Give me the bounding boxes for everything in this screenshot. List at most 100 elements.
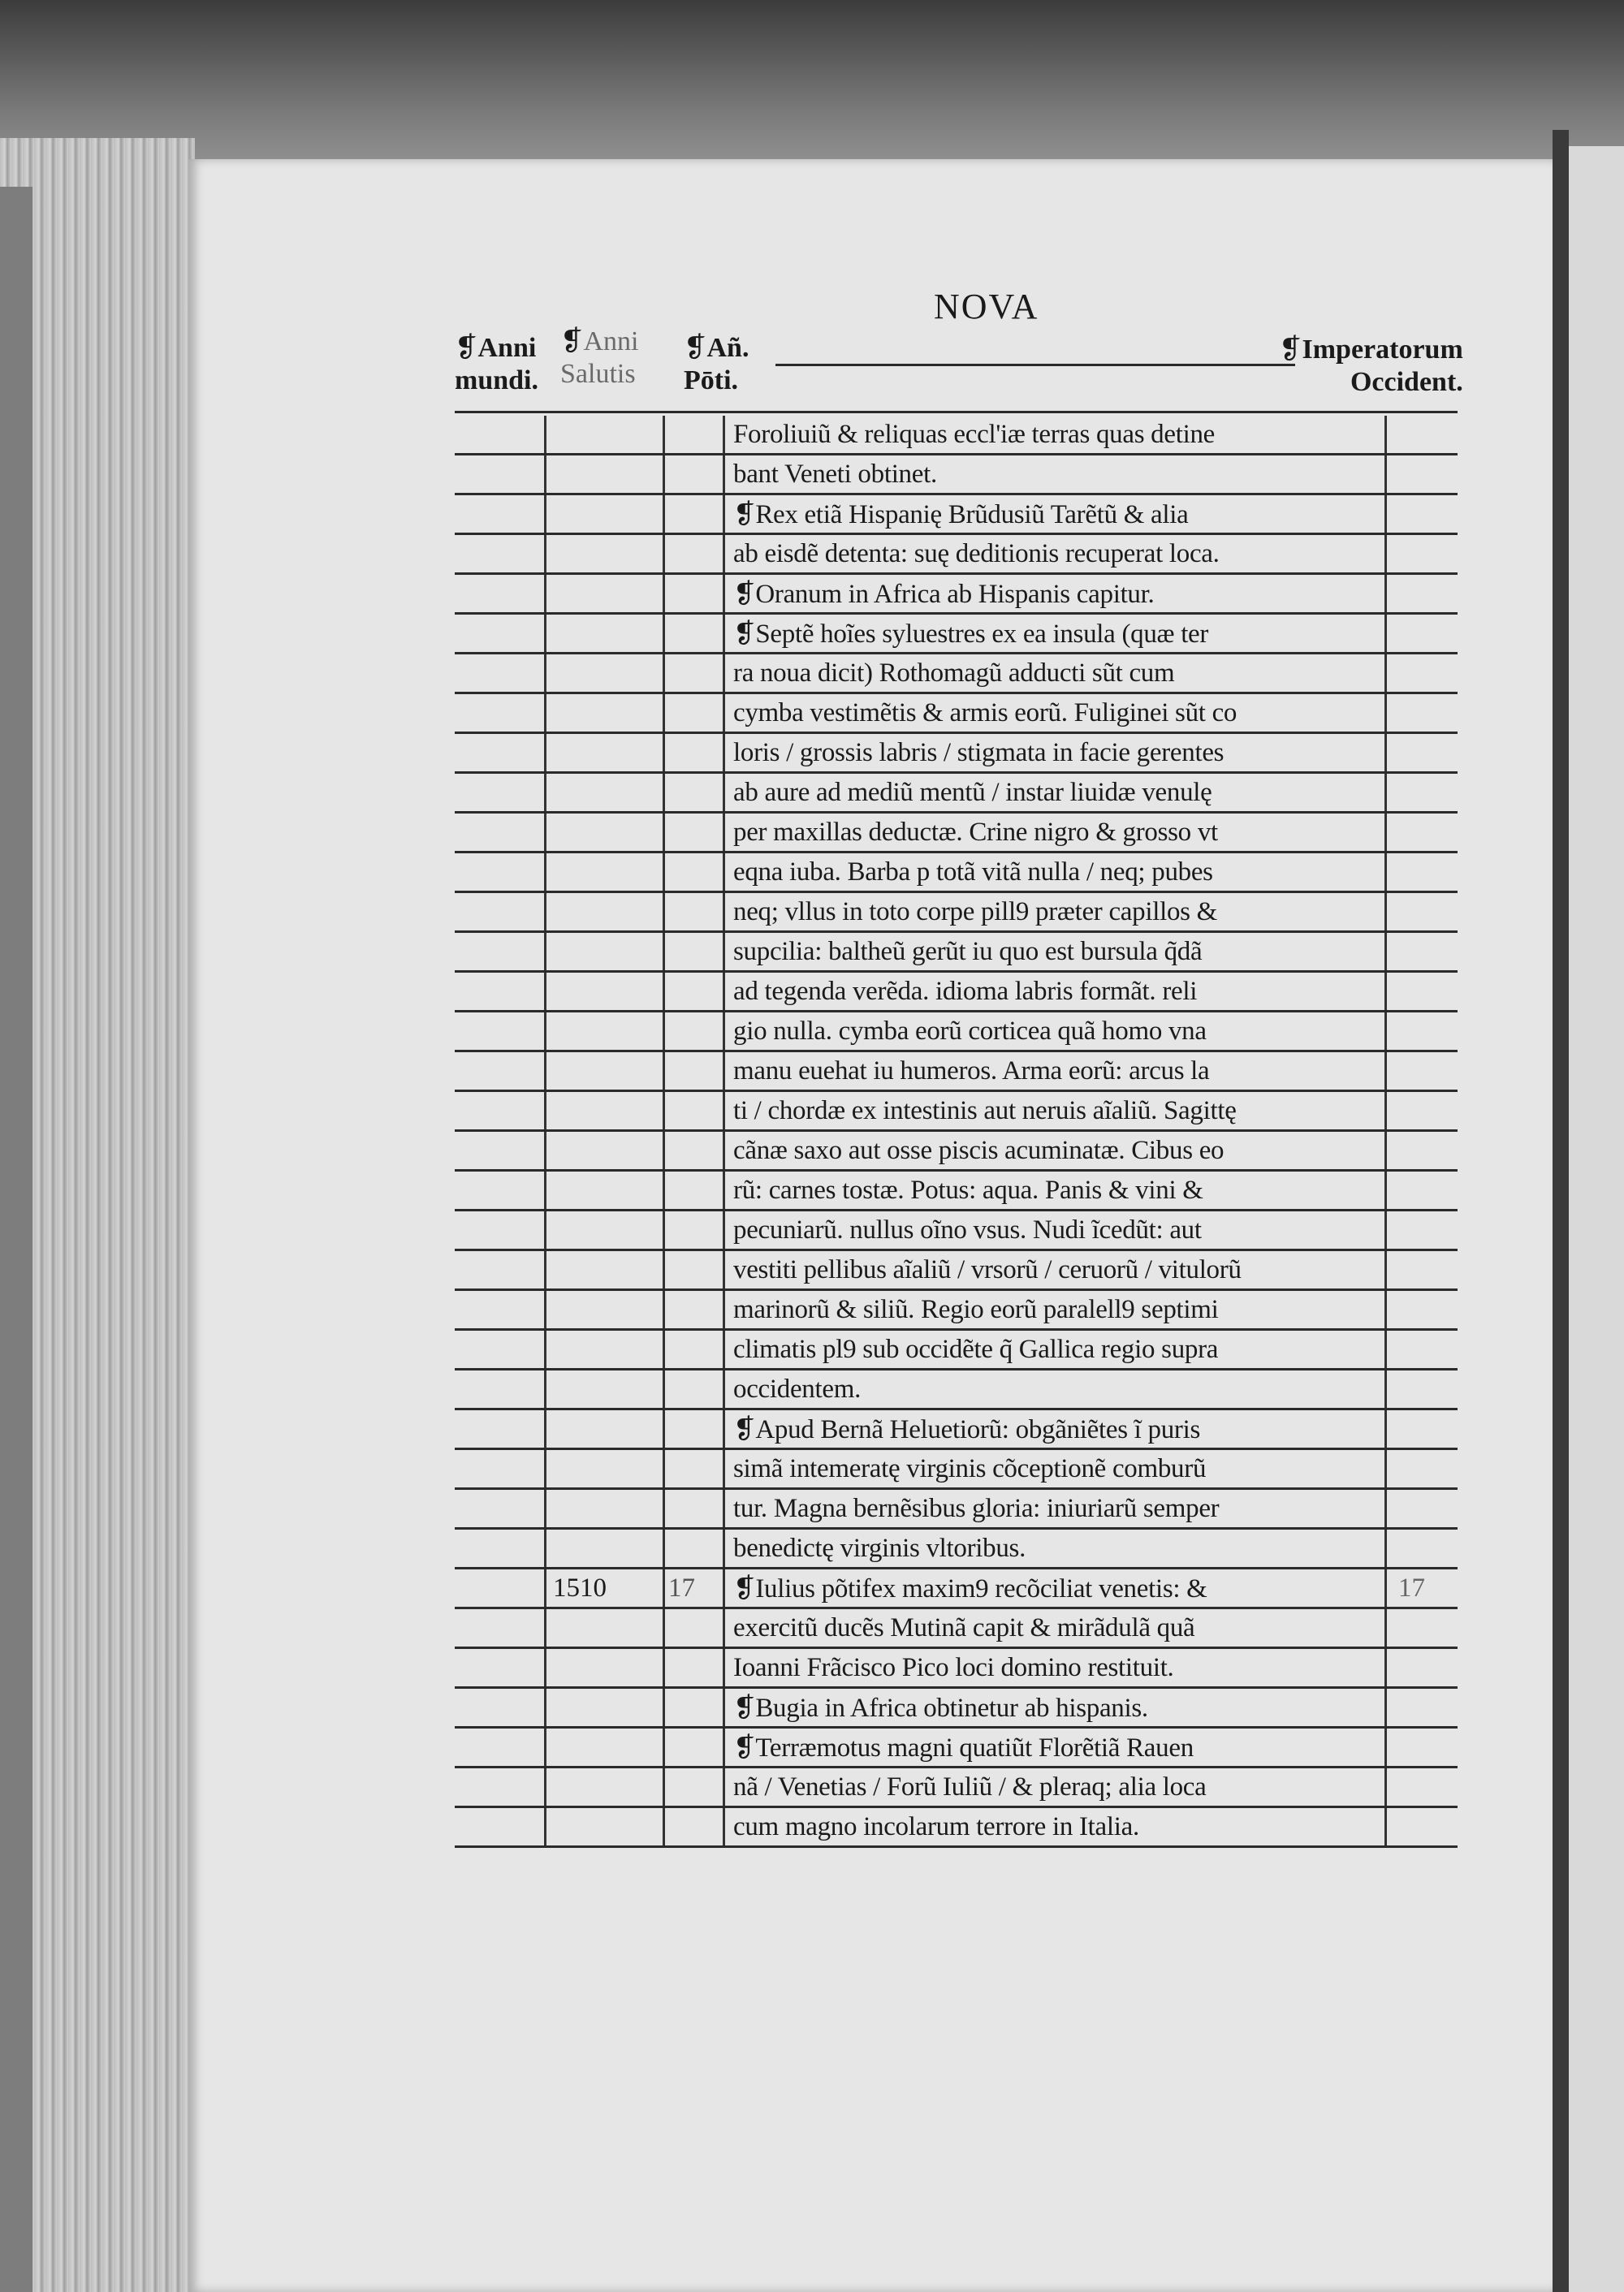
- anni-mundi-cell: [455, 734, 546, 771]
- chronicle-text-cell: cymba vestimẽtis & armis eorũ. Fuliginei…: [725, 694, 1387, 732]
- table-row: ti / chordæ ex intestinis aut neruis aĩa…: [455, 1092, 1458, 1132]
- anni-pontificis-cell: [665, 1092, 725, 1129]
- chronicle-text-cell: ti / chordæ ex intestinis aut neruis aĩa…: [725, 1092, 1387, 1129]
- book-page: [188, 159, 1553, 2292]
- anni-salutis-cell: [546, 1808, 665, 1845]
- imperatorum-cell: 17: [1398, 1573, 1425, 1603]
- anni-mundi-cell: [455, 1689, 546, 1726]
- imperatorum-cell: [1387, 1768, 1450, 1806]
- chronicle-text-cell: simã intemeratę virginis cõceptionẽ comb…: [725, 1450, 1387, 1487]
- table-row: tur. Magna bernẽsibus gloria: iniuriarũ …: [455, 1490, 1458, 1530]
- header-imperatorum: ❡Imperatorum Occident.: [1279, 333, 1463, 399]
- anni-mundi-cell: [455, 1768, 546, 1806]
- anni-pontificis-cell: [665, 694, 725, 732]
- chronicle-text-cell: per maxillas deductæ. Crine nigro & gros…: [725, 814, 1387, 851]
- anni-mundi-cell: [455, 1450, 546, 1487]
- anni-salutis-cell: [546, 853, 665, 891]
- table-row: marinorũ & siliũ. Regio eorũ paralell9 s…: [455, 1291, 1458, 1331]
- imperatorum-cell: [1387, 853, 1450, 891]
- anni-salutis-cell: [546, 1649, 665, 1686]
- imperatorum-cell: [1387, 416, 1450, 453]
- anni-pontificis-cell: [665, 1370, 725, 1408]
- anni-pontificis-cell: [665, 416, 725, 453]
- chronicle-text-cell: gio nulla. cymba eorũ corticea quã homo …: [725, 1012, 1387, 1050]
- anni-mundi-cell: [455, 1172, 546, 1209]
- imperatorum-cell: [1387, 1808, 1450, 1845]
- anni-mundi-cell: [455, 1569, 546, 1607]
- table-row: bant Veneti obtinet.: [455, 455, 1458, 495]
- imperatorum-cell: [1387, 575, 1450, 612]
- anni-mundi-cell: [455, 1291, 546, 1328]
- imperatorum-cell: [1387, 694, 1450, 732]
- anni-mundi-cell: [455, 1410, 546, 1448]
- anni-pontificis-cell: [665, 615, 725, 652]
- chronicle-text-cell: ❡Iulius põtifex maxim9 recõciliat veneti…: [725, 1569, 1387, 1607]
- chronicle-text-cell: occidentem.: [725, 1370, 1387, 1408]
- facing-page-edge: [1569, 146, 1624, 2292]
- anni-mundi-cell: [455, 1012, 546, 1050]
- table-row: rũ: carnes tostæ. Potus: aqua. Panis & v…: [455, 1172, 1458, 1211]
- table-row: ❡Bugia in Africa obtinetur ab hispanis.: [455, 1689, 1458, 1729]
- chronicle-text-cell: ❡Terræmotus magni quatiũt Florẽtiã Rauen: [725, 1729, 1387, 1766]
- anni-pontificis-cell: [665, 1689, 725, 1726]
- table-row: ad tegenda verẽda. idioma labris formãt.…: [455, 973, 1458, 1012]
- anni-pontificis-cell: [665, 853, 725, 891]
- anni-salutis-cell: [546, 1211, 665, 1249]
- anni-salutis-cell: 1510: [546, 1569, 665, 1607]
- imperatorum-cell: [1387, 1490, 1450, 1527]
- imperatorum-cell: [1387, 1331, 1450, 1368]
- table-row: loris / grossis labris / stigmata in fac…: [455, 734, 1458, 774]
- imperatorum-cell: [1387, 1251, 1450, 1288]
- anni-mundi-cell: [455, 1729, 546, 1766]
- chronicle-text-cell: benedictę virginis vltoribus.: [725, 1530, 1387, 1567]
- anni-pontificis-cell: [665, 535, 725, 572]
- anni-pontificis-cell: [665, 495, 725, 533]
- anni-pontificis-cell: [665, 1012, 725, 1050]
- anni-mundi-cell: [455, 1649, 546, 1686]
- anni-mundi-cell: [455, 535, 546, 572]
- anni-salutis-cell: [546, 1370, 665, 1408]
- anni-mundi-cell: [455, 1052, 546, 1090]
- anni-salutis-cell: [546, 973, 665, 1010]
- anni-mundi-cell: [455, 774, 546, 811]
- header-line: Imperatorum: [1302, 335, 1463, 365]
- header-bottom-rule: [455, 411, 1458, 413]
- table-row: Foroliuiũ & reliquas eccl'iæ terras quas…: [455, 416, 1458, 455]
- anni-salutis-cell: [546, 1768, 665, 1806]
- anni-mundi-cell: [455, 1530, 546, 1567]
- imperatorum-cell: [1387, 1530, 1450, 1567]
- running-title: NOVA: [934, 287, 1039, 326]
- chronicle-text-cell: Ioanni Frãcisco Pico loci domino restitu…: [725, 1649, 1387, 1686]
- book-top-edge: [0, 0, 1624, 187]
- header-line: Añ.: [706, 333, 749, 363]
- anni-salutis-cell: [546, 1490, 665, 1527]
- anni-salutis-cell: [546, 1172, 665, 1209]
- table-row: exercitũ ducẽs Mutinã capit & mirãdulã q…: [455, 1609, 1458, 1649]
- anni-mundi-cell: [455, 1132, 546, 1169]
- table-row: gio nulla. cymba eorũ corticea quã homo …: [455, 1012, 1458, 1052]
- imperatorum-cell: [1387, 1172, 1450, 1209]
- imperatorum-cell: [1387, 495, 1450, 533]
- anni-pontificis-cell: [665, 1172, 725, 1209]
- anni-salutis-cell: [546, 1609, 665, 1647]
- chronicle-text-cell: marinorũ & siliũ. Regio eorũ paralell9 s…: [725, 1291, 1387, 1328]
- anni-mundi-cell: [455, 455, 546, 493]
- imperatorum-cell: [1387, 1370, 1450, 1408]
- anni-pontificis-cell: [665, 1331, 725, 1368]
- anni-pontificis-cell: [665, 1609, 725, 1647]
- table-row: ❡Terræmotus magni quatiũt Florẽtiã Rauen: [455, 1729, 1458, 1768]
- anni-pontificis-cell: [665, 734, 725, 771]
- chronicle-text-cell: ab aure ad mediũ mentũ / instar liuidæ v…: [725, 774, 1387, 811]
- table-row: occidentem.: [455, 1370, 1458, 1410]
- imperatorum-cell: [1387, 1649, 1450, 1686]
- chronicle-text-cell: ❡Oranum in Africa ab Hispanis capitur.: [725, 575, 1387, 612]
- anni-pontificis-cell: [665, 973, 725, 1010]
- anni-mundi-cell: [455, 1251, 546, 1288]
- anni-mundi-cell: [455, 973, 546, 1010]
- anni-salutis-cell: [546, 1450, 665, 1487]
- anni-salutis-cell: [546, 1012, 665, 1050]
- header-line: Occident.: [1350, 367, 1463, 397]
- chronicle-text-cell: ra noua dicit) Rothomagũ adducti sũt cum: [725, 654, 1387, 692]
- table-row: neq; vllus in toto corpe pill9 præter ca…: [455, 893, 1458, 933]
- table-row: manu euehat iu humeros. Arma eorũ: arcus…: [455, 1052, 1458, 1092]
